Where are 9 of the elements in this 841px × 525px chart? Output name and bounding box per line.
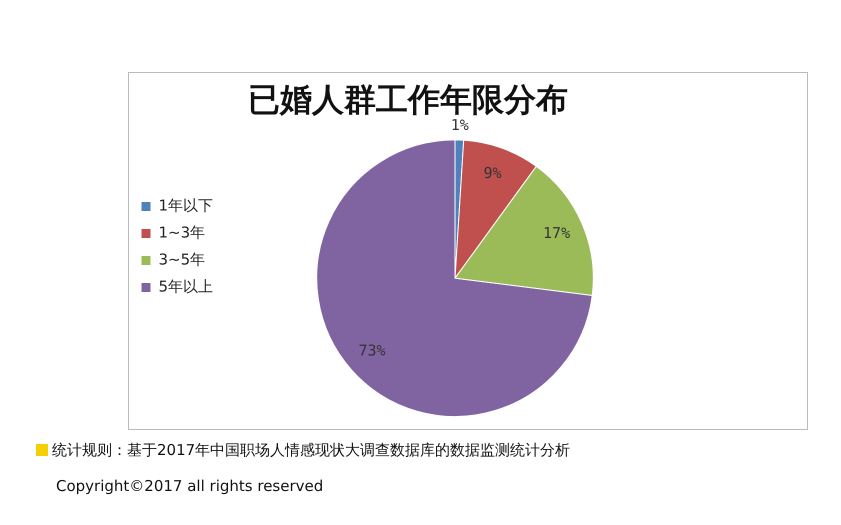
data-label: 9% [483,164,502,182]
text: Copyright©2017 all rights reserved [56,477,324,495]
data-label: 73% [358,341,386,360]
legend-label: 1~3年 [158,223,206,242]
text: 统计规则：基于2017年中国职场人情感现状大调查数据库的数据监测统计分析 [52,440,570,460]
legend-label: 1年以下 [158,196,214,214]
data-label: 17% [543,224,570,242]
legend-label: 3~5年 [158,250,206,268]
legend-label: 5年以上 [158,277,214,296]
